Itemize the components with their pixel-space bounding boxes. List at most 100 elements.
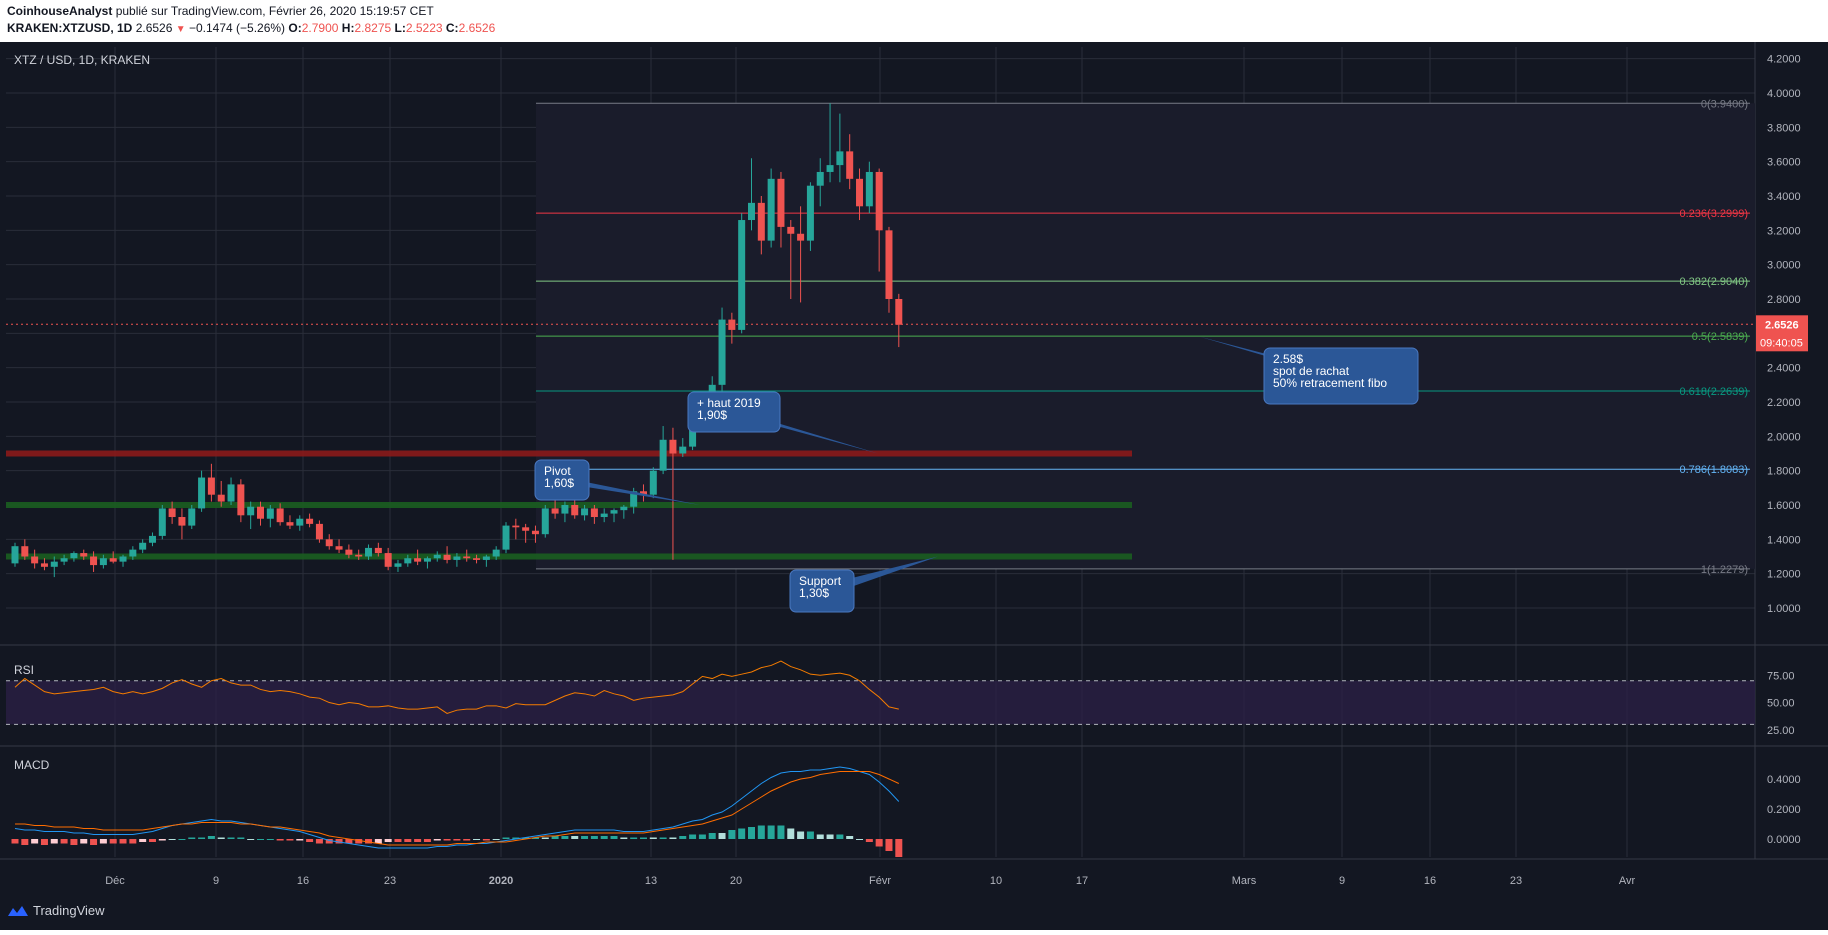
macd-histogram-bar: [11, 839, 19, 844]
chart-header: CoinhouseAnalyst publié sur TradingView.…: [0, 0, 1828, 42]
candle-body: [60, 558, 68, 562]
price-zone: [6, 502, 1132, 508]
macd-histogram-bar: [531, 837, 539, 839]
candle-body: [453, 556, 461, 560]
fib-level-label: 0.5(2.5839): [1692, 331, 1748, 343]
macd-line: [14, 766, 900, 849]
candle-body: [502, 525, 510, 550]
macd-histogram-bar: [394, 839, 402, 842]
macd-histogram-bar: [541, 837, 549, 839]
price-tick-label: 3.0000: [1767, 260, 1801, 272]
macd-histogram-bar: [581, 836, 589, 839]
time-tick-label: Déc: [105, 875, 125, 887]
candle-body: [757, 202, 765, 241]
macd-histogram-bar: [777, 825, 785, 839]
candle-body: [443, 554, 451, 560]
last-price: 2.6526: [135, 21, 173, 35]
macd-histogram-bar: [463, 839, 471, 841]
macd-histogram-bar: [836, 834, 844, 839]
candle-body: [816, 171, 824, 186]
open-value: 2.7900: [301, 21, 339, 35]
time-tick-label: 23: [1510, 875, 1522, 887]
price-tick-label: 1.8000: [1767, 466, 1801, 478]
symbol-label: KRAKEN:XTZUSD, 1D: [7, 21, 133, 35]
macd-histogram-bar: [50, 839, 58, 844]
macd-histogram-bar: [679, 836, 687, 839]
macd-histogram-bar: [237, 837, 245, 839]
candle-body: [885, 230, 893, 299]
candle-body: [639, 491, 647, 495]
chart-area[interactable]: 0(3.9400) 0.236(3.2999) 0.382(2.9040) 0.5(2…: [0, 42, 1828, 930]
last-price-value: 2.6526: [1765, 319, 1799, 331]
candle-body: [168, 508, 176, 518]
macd-histogram-bar: [512, 837, 520, 839]
footer: TradingView: [0, 896, 300, 926]
macd-histogram-bar: [757, 825, 765, 839]
close-value: 2.6526: [458, 21, 496, 35]
macd-histogram-bar: [865, 839, 873, 842]
candle-body: [748, 202, 755, 221]
tradingview-brand[interactable]: TradingView: [33, 903, 105, 918]
signal-line: [15, 771, 900, 846]
macd-histogram-bar: [21, 839, 29, 845]
macd-histogram-bar: [90, 839, 98, 845]
macd-histogram-bar: [551, 836, 559, 839]
price-tick-label: 3.8000: [1767, 122, 1801, 134]
fib-level-label: 0.786(1.8083): [1680, 464, 1749, 476]
candle-body: [394, 563, 402, 567]
price-tick-label: 3.2000: [1767, 225, 1801, 237]
candle-body: [70, 553, 78, 559]
price-tick-label: 2.2000: [1767, 397, 1801, 409]
annotation-box: [687, 391, 781, 433]
fib-level-label: 0.618(2.2639): [1680, 386, 1749, 398]
macd-title: MACD: [14, 758, 50, 772]
author-name[interactable]: CoinhouseAnalyst: [7, 4, 113, 18]
candle-body: [590, 508, 598, 518]
macd-histogram-bar: [443, 839, 451, 841]
rsi-line: [14, 660, 899, 715]
publication-line: CoinhouseAnalyst publié sur TradingView.…: [7, 4, 434, 18]
rsi-pane: [6, 660, 1755, 725]
macd-histogram-bar: [856, 839, 864, 840]
candle-body: [433, 554, 441, 559]
rsi-tick-label: 50.00: [1767, 698, 1795, 710]
candle-body: [266, 508, 274, 519]
candle-body: [345, 549, 353, 555]
candle-body: [335, 546, 343, 550]
annotation-text: Pivot: [544, 464, 571, 478]
macd-histogram-bar: [31, 839, 39, 844]
chart-svg[interactable]: 0(3.9400) 0.236(3.2999) 0.382(2.9040) 0.5(2…: [0, 42, 1828, 930]
candle-body: [865, 171, 873, 207]
candle-body: [207, 477, 215, 495]
macd-histogram-bar: [296, 839, 304, 841]
macd-histogram-bar: [453, 839, 461, 841]
time-tick-label: 16: [1424, 875, 1436, 887]
candle-body: [139, 542, 147, 550]
macd-histogram-bar: [738, 828, 746, 839]
fibonacci-retracement: 0(3.9400) 0.236(3.2999) 0.382(2.9040) 0.5(2…: [6, 98, 1755, 576]
annotation-text: 1,30$: [799, 586, 829, 600]
annotation-text: 50% retracement fibo: [1273, 376, 1387, 390]
macd-histogram-bar: [423, 839, 431, 842]
candle-body: [158, 508, 166, 536]
candle-body: [875, 171, 883, 231]
price-tick-label: 3.4000: [1767, 191, 1801, 203]
candle-body: [767, 178, 775, 241]
macd-histogram-bar: [315, 839, 323, 844]
time-tick-label: Avr: [1619, 875, 1636, 887]
macd-histogram-bar: [571, 836, 579, 839]
candle-body: [669, 439, 677, 454]
macd-histogram-bar: [473, 839, 481, 840]
axes: 4.2000 4.0000 3.8000 3.6000 3.4000 3.2000 3.00…: [105, 54, 1808, 887]
candle-body: [198, 477, 206, 509]
candle-body: [384, 553, 392, 567]
candle-body: [109, 558, 117, 562]
candle-body: [463, 556, 471, 559]
rsi-title: RSI: [14, 663, 34, 677]
macd-tick-label: 0.2000: [1767, 804, 1801, 816]
macd-histogram-bar: [188, 837, 196, 839]
tradingview-logo-icon[interactable]: [7, 904, 29, 918]
candle-body: [217, 494, 225, 502]
macd-histogram-bar: [178, 839, 186, 840]
macd-histogram-bar: [355, 839, 363, 844]
